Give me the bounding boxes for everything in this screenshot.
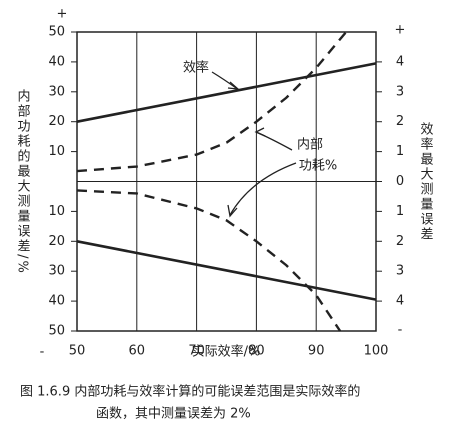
y-sign: -	[40, 345, 45, 360]
caption: 函数，其中测量误差为 2%	[96, 407, 251, 422]
y2-tick-label: 3	[396, 264, 404, 279]
x-axis-label: 实际效率/%	[192, 344, 261, 360]
y-tick-label: 20	[48, 114, 65, 129]
arrow-head	[254, 127, 266, 137]
y-tick-label: 40	[48, 294, 65, 309]
y-tick-label: 30	[48, 264, 65, 279]
x-tick-label: 70	[188, 344, 205, 359]
x-tick-label: 60	[129, 344, 146, 359]
annotation: 内部	[297, 137, 323, 153]
y2-tick-label: 0	[396, 174, 404, 189]
y2-sign: +	[395, 23, 406, 38]
y2-tick-label: 3	[396, 84, 404, 99]
annotation: 效率	[183, 60, 209, 76]
arrow	[211, 71, 237, 89]
arrow-head	[227, 204, 238, 218]
y2-tick-label: 2	[396, 234, 404, 249]
series-line	[76, 189, 342, 332]
y2-tick-label: 4	[396, 294, 404, 309]
y2-tick-label: 1	[396, 144, 404, 159]
y-tick-label: 40	[48, 54, 65, 69]
y-tick-label: 50	[48, 324, 65, 339]
y-axis-label: 内部功耗的最大测量误差/%	[15, 89, 31, 275]
y2-axis-label: 效率最大测量误差	[418, 122, 434, 242]
arrow	[229, 162, 297, 216]
y-sign: +	[57, 7, 68, 22]
caption: 图 1.6.9 内部功耗与效率计算的可能误差范围是实际效率的	[20, 384, 360, 400]
x-tick-label: 80	[248, 344, 265, 359]
y2-tick-label: 4	[396, 54, 404, 69]
annotation: 功耗%	[299, 159, 337, 174]
y-tick-label: 50	[48, 25, 65, 40]
y-tick-label: 20	[48, 234, 65, 249]
y2-sign: -	[398, 323, 403, 338]
series-line	[76, 62, 377, 123]
x-tick-label: 90	[308, 344, 325, 359]
y-tick-label: 10	[48, 204, 65, 219]
series-line	[76, 31, 348, 173]
y-tick-label: 30	[48, 84, 65, 99]
x-tick-label: 50	[69, 344, 86, 359]
y2-tick-label: 2	[396, 114, 404, 129]
series-line	[76, 240, 377, 301]
y2-tick-label: 1	[396, 204, 404, 219]
y-tick-label: 10	[48, 144, 65, 159]
x-tick-label: 100	[364, 344, 389, 359]
